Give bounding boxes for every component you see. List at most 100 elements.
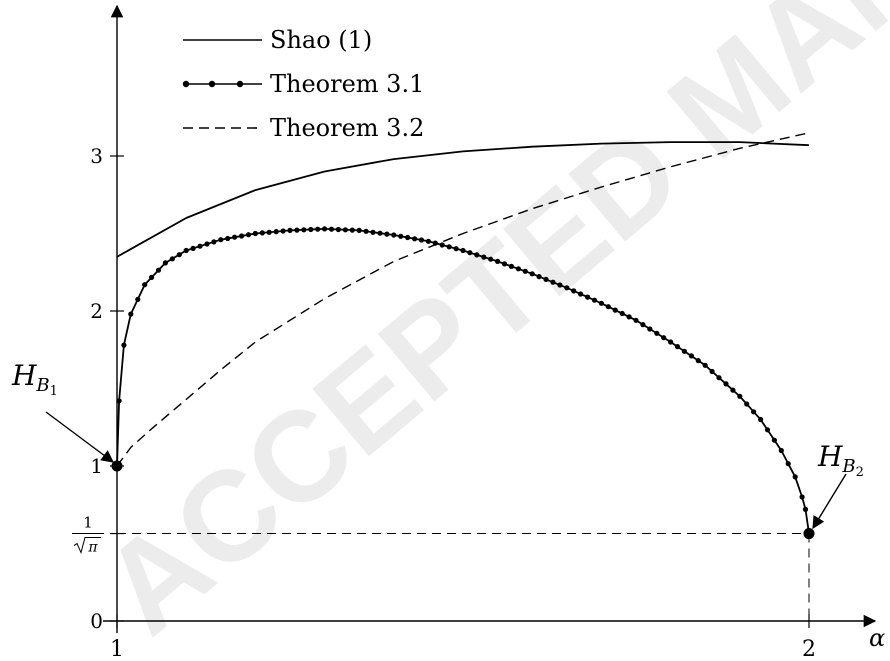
fraction-numerator: 1 <box>83 514 93 532</box>
series-point <box>591 297 598 303</box>
axes: α <box>103 4 885 652</box>
series-point <box>744 401 750 407</box>
series-point <box>149 274 155 280</box>
x-tick-label-2: 2 <box>802 637 816 661</box>
series-point <box>259 230 265 236</box>
annotations: HB1 HB2 <box>11 359 864 540</box>
series-point <box>322 226 328 232</box>
annotation-label-2: HB2 <box>817 440 864 480</box>
series-point <box>550 279 556 285</box>
series-point <box>619 310 625 317</box>
annotation-point-2 <box>803 528 815 540</box>
series-point <box>585 294 591 300</box>
annotation-2: HB2 <box>803 440 864 540</box>
series-layer <box>114 132 812 537</box>
series-point <box>294 227 300 233</box>
series-point <box>356 227 362 233</box>
y-tick-label-2: 2 <box>90 299 103 323</box>
series-point <box>661 335 667 341</box>
legend: Shao (1) Theorem 3.1 Theorem 3.2 <box>182 26 424 142</box>
series-point <box>681 348 688 354</box>
legend-marker <box>208 80 216 88</box>
series-point <box>605 304 611 310</box>
legend-label-2: Theorem 3.1 <box>270 70 424 98</box>
series-point <box>529 271 535 277</box>
series-point <box>460 247 466 254</box>
series-point <box>266 229 272 235</box>
series-point <box>412 236 418 242</box>
sqrt-sign <box>73 537 101 555</box>
series-point <box>391 232 397 238</box>
series-point <box>578 291 584 297</box>
series-point <box>508 263 514 269</box>
series-point <box>384 231 390 237</box>
series-point <box>183 247 189 254</box>
series-point <box>342 227 348 233</box>
y-tick-label-inv-sqrt-pi: 1π <box>72 514 124 556</box>
series-point <box>211 239 217 245</box>
legend-marker <box>182 80 190 88</box>
series-point <box>162 260 168 266</box>
series-point <box>128 311 134 317</box>
series-point <box>169 256 175 262</box>
watermark: ACCEPTED MANUSCRIPT <box>76 0 890 661</box>
series-point <box>245 232 252 238</box>
series-point <box>232 234 238 240</box>
series-point <box>225 235 231 242</box>
series-point <box>778 447 784 454</box>
series-point <box>557 282 563 288</box>
series-point <box>155 267 162 273</box>
series-point <box>654 330 660 336</box>
series-point <box>474 252 480 258</box>
series-point <box>688 353 695 359</box>
guide-lines <box>117 533 810 621</box>
series-point <box>709 368 715 375</box>
series-point <box>301 227 307 233</box>
y-tick-label-1: 1 <box>90 454 103 478</box>
series-point <box>218 237 224 243</box>
x-tick-label-1: 1 <box>110 637 124 661</box>
watermark-text: ACCEPTED MANUSCRIPT <box>76 0 890 661</box>
series-point <box>564 285 570 291</box>
series-point <box>273 229 279 235</box>
series-3 <box>116 132 810 467</box>
series-point <box>598 300 605 306</box>
series-1 <box>116 141 810 258</box>
series-point <box>405 234 411 241</box>
series-point <box>695 358 701 364</box>
series-point <box>647 326 653 332</box>
legend-item-2: Theorem 3.1 <box>182 70 424 98</box>
series-point <box>328 226 335 232</box>
series-point <box>730 387 736 393</box>
series-point <box>349 227 355 233</box>
series-point <box>190 245 196 251</box>
series-point <box>116 398 122 404</box>
series-point <box>252 230 258 237</box>
x-axis-label: α <box>869 624 885 652</box>
series-point <box>239 233 245 239</box>
series-point <box>398 233 404 239</box>
series-point <box>674 344 681 350</box>
series-point <box>425 238 431 244</box>
series-point <box>121 342 127 348</box>
series-point <box>802 506 809 512</box>
series-point <box>453 246 459 252</box>
series-point <box>522 268 528 274</box>
series-point <box>758 416 764 423</box>
series-point <box>764 427 771 433</box>
series-point <box>135 296 141 302</box>
legend-item-1: Shao (1) <box>183 26 372 54</box>
series-point <box>612 307 618 313</box>
series-point <box>481 254 487 260</box>
series-point <box>543 276 549 282</box>
annotation-point-1 <box>111 460 123 472</box>
series-point <box>737 393 743 399</box>
series-point <box>792 474 798 480</box>
series-point <box>142 282 148 288</box>
legend-label-1: Shao (1) <box>270 26 372 54</box>
series-point <box>488 256 494 262</box>
annotation-label-1: HB1 <box>11 359 58 399</box>
series-line-3 <box>116 132 810 467</box>
annotation-arrow-1 <box>45 411 115 463</box>
